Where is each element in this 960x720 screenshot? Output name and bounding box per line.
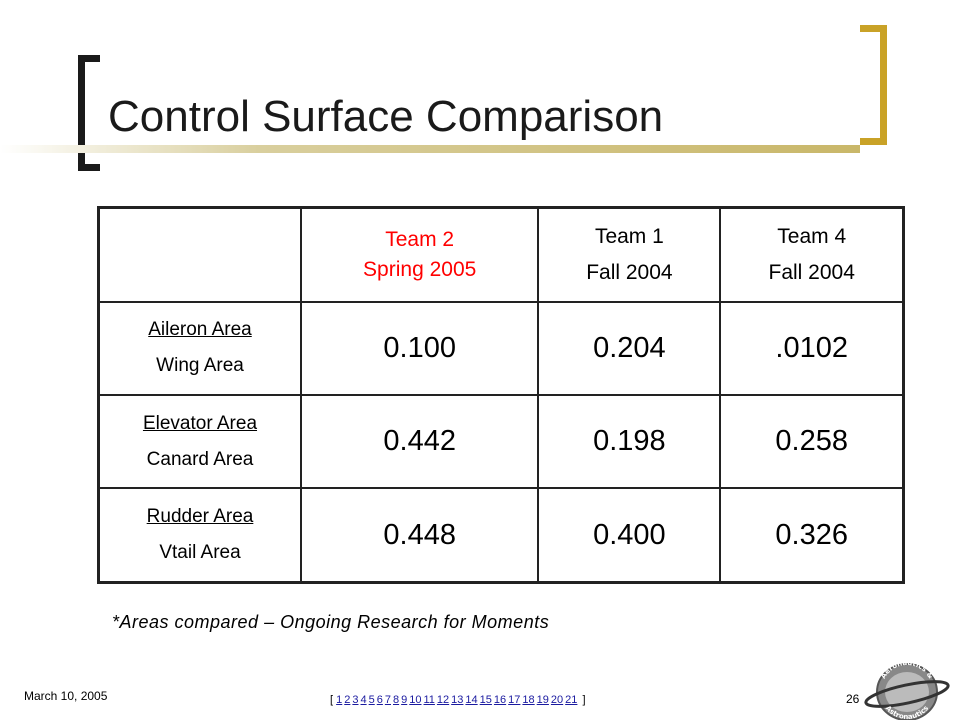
nav-link-page-21[interactable]: 21 — [565, 694, 578, 706]
header-team-4: Team 4 Fall 2004 — [719, 206, 905, 303]
table-cell: 0.204 — [537, 300, 722, 396]
ratio-denominator: Wing Area — [156, 355, 244, 377]
title-underline-bar — [0, 145, 860, 153]
right-bracket-decoration — [860, 25, 887, 145]
comparison-table: Team 2 Spring 2005 Team 1 Fall 2004 Team… — [97, 206, 905, 584]
nav-link-page-12[interactable]: 12 — [436, 694, 450, 706]
ratio-numerator: Rudder Area — [146, 506, 254, 528]
slide-navigation: [ 1 2 3 4 5 6 7 8 9 10 11 12 13 14 15 16 17 18 19 20 21 ] — [330, 694, 586, 706]
header-team-2-name: Team 2 — [385, 227, 455, 251]
nav-link-page-6[interactable]: 6 — [376, 694, 383, 706]
row-label-elevator-canard: Elevator Area Canard Area — [97, 393, 302, 490]
nav-link-page-2[interactable]: 2 — [344, 694, 351, 706]
table-cell: 0.198 — [537, 393, 722, 490]
page-number: 26 — [846, 692, 860, 706]
nav-link-page-13[interactable]: 13 — [451, 694, 464, 706]
header-team-1-term: Fall 2004 — [586, 260, 673, 284]
footnote: *Areas compared – Ongoing Research for M… — [112, 612, 550, 632]
nav-link-page-1[interactable]: 1 — [336, 694, 343, 706]
table-cell: 0.100 — [299, 300, 540, 396]
nav-link-page-19[interactable]: 19 — [536, 694, 549, 706]
nav-link-page-5[interactable]: 5 — [368, 694, 375, 706]
header-team-4-name: Team 4 — [777, 224, 847, 248]
nav-link-page-9[interactable]: 9 — [401, 694, 408, 706]
table-cell: 0.258 — [719, 393, 905, 490]
ratio-numerator: Aileron Area — [148, 319, 252, 341]
nav-link-page-17[interactable]: 17 — [508, 694, 521, 706]
row-label-aileron-wing: Aileron Area Wing Area — [97, 300, 302, 396]
row-label-rudder-vtail: Rudder Area Vtail Area — [97, 487, 302, 584]
nav-link-page-4[interactable]: 4 — [360, 694, 367, 706]
nav-link-page-10[interactable]: 10 — [409, 694, 422, 706]
table-row: Rudder Area Vtail Area 0.448 0.400 0.326 — [97, 487, 905, 584]
header-team-2-term: Spring 2005 — [363, 257, 477, 281]
nav-link-page-16[interactable]: 16 — [493, 694, 507, 706]
slide-date: March 10, 2005 — [24, 689, 108, 703]
ratio-numerator: Elevator Area — [142, 412, 258, 434]
nav-link-page-15[interactable]: 15 — [479, 694, 492, 706]
header-team-4-term: Fall 2004 — [768, 260, 855, 284]
table-cell: 0.400 — [537, 487, 722, 584]
table-corner-cell — [97, 206, 302, 303]
nav-link-page-14[interactable]: 14 — [465, 694, 478, 706]
nav-links: 1 2 3 4 5 6 7 8 9 10 11 12 13 14 15 16 17 18 19 20 21 — [336, 694, 579, 706]
nav-link-page-3[interactable]: 3 — [352, 694, 359, 706]
table-row: Elevator Area Canard Area 0.442 0.198 0.… — [97, 393, 905, 490]
table-cell: .0102 — [719, 300, 905, 396]
nav-link-page-18[interactable]: 18 — [522, 694, 535, 706]
header-team-1-name: Team 1 — [594, 224, 664, 248]
ratio-denominator: Vtail Area — [159, 542, 241, 564]
table-cell: 0.326 — [719, 487, 905, 584]
nav-open-bracket: [ — [330, 694, 334, 706]
ratio-denominator: Canard Area — [146, 448, 254, 470]
header-team-1: Team 1 Fall 2004 — [537, 206, 722, 303]
header-team-2: Team 2 Spring 2005 — [299, 206, 540, 303]
nav-link-page-8[interactable]: 8 — [393, 694, 400, 706]
table-cell: 0.442 — [299, 393, 540, 490]
nav-close-bracket: ] — [582, 694, 586, 706]
table-cell: 0.448 — [299, 487, 540, 584]
table-row: Aileron Area Wing Area 0.100 0.204 .0102 — [97, 300, 905, 396]
aeronautics-astronautics-logo-icon: Aeronautics & Astronautics — [864, 659, 950, 720]
table-header-row: Team 2 Spring 2005 Team 1 Fall 2004 Team… — [97, 206, 905, 303]
nav-link-page-11[interactable]: 11 — [423, 694, 435, 706]
left-bracket-decoration — [78, 55, 100, 171]
nav-link-page-7[interactable]: 7 — [384, 694, 391, 706]
slide-title: Control Surface Comparison — [108, 92, 664, 141]
nav-link-page-20[interactable]: 20 — [550, 694, 564, 706]
